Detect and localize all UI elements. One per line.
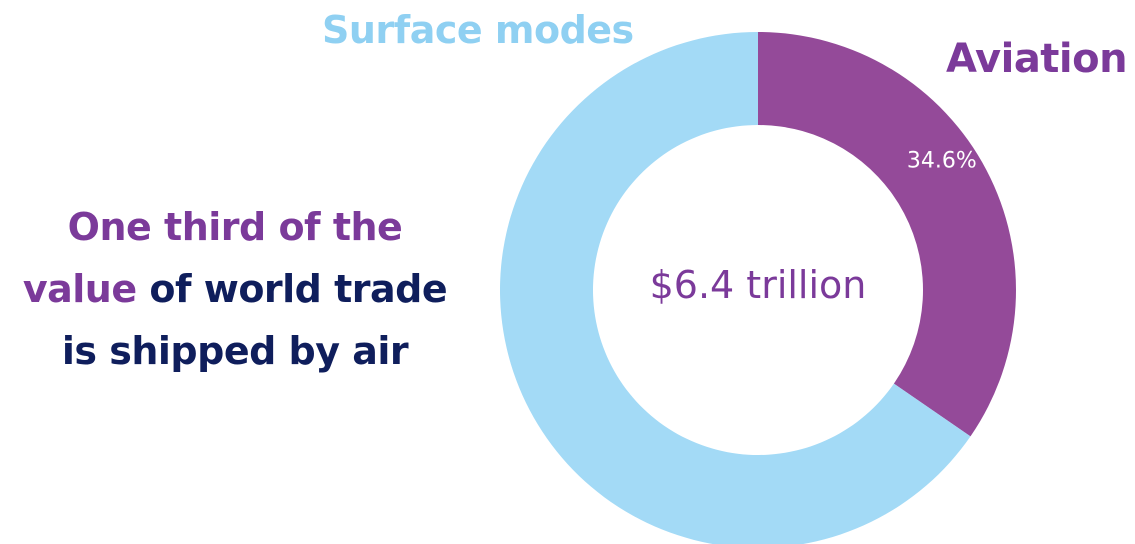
- headline-accent-text: One third of the: [67, 205, 403, 249]
- donut-slice-aviation: [758, 32, 1017, 437]
- headline-text: of world trade: [136, 267, 448, 311]
- donut-slices: 34.6%: [500, 32, 1017, 544]
- surface-modes-label: Surface modes: [322, 8, 634, 52]
- headline-line-3: is shipped by air: [0, 320, 470, 382]
- headline-line-1: One third of the: [0, 196, 470, 258]
- headline: One third of the value of world trade is…: [0, 196, 470, 382]
- donut-slice-value-label: 34.6%: [907, 149, 977, 174]
- donut-center-total: $6.4 trillion: [650, 263, 867, 307]
- donut-slice-surface-modes: [500, 32, 971, 544]
- headline-text-end: is shipped by air: [61, 329, 409, 373]
- headline-line-2: value of world trade: [0, 258, 470, 320]
- headline-accent-word: value: [22, 267, 137, 311]
- aviation-label: Aviation: [946, 36, 1128, 82]
